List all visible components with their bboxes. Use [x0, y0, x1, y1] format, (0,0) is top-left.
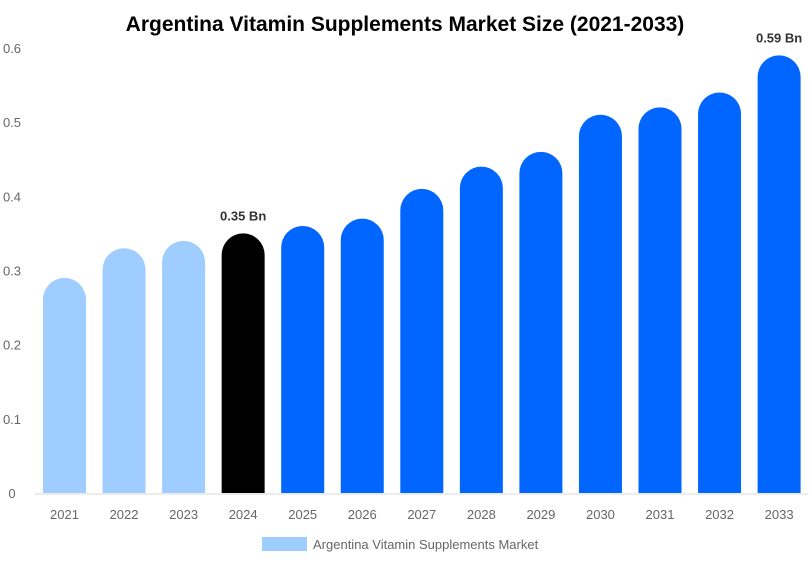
data-label: 0.59 Bn — [756, 30, 802, 45]
bar-2028[interactable] — [459, 166, 503, 493]
bar-2021[interactable] — [43, 277, 86, 493]
legend-label: Argentina Vitamin Supplements Market — [313, 537, 539, 552]
bar-2025[interactable] — [281, 226, 325, 493]
legend-swatch — [262, 537, 307, 551]
bar-2024[interactable] — [221, 233, 265, 493]
x-tick-label: 2024 — [229, 507, 258, 522]
bar-2027[interactable] — [400, 188, 444, 493]
bar-2033[interactable] — [757, 55, 801, 494]
y-tick-label: 0.5 — [3, 115, 21, 130]
y-tick-label: 0.6 — [3, 41, 21, 56]
bar-2031[interactable] — [638, 107, 682, 494]
x-tick-label: 2032 — [705, 507, 734, 522]
x-tick-label: 2023 — [169, 507, 198, 522]
bar-2030[interactable] — [578, 114, 622, 493]
y-tick-label: 0.4 — [3, 189, 21, 204]
bar-2022[interactable] — [102, 248, 146, 493]
legend[interactable]: Argentina Vitamin Supplements Market — [262, 537, 539, 552]
x-tick-label: 2031 — [646, 507, 675, 522]
x-tick-label: 2033 — [765, 507, 794, 522]
x-tick-label: 2028 — [467, 507, 496, 522]
x-tick-label: 2030 — [586, 507, 615, 522]
bar-2026[interactable] — [340, 218, 384, 493]
x-tick-label: 2025 — [288, 507, 317, 522]
x-tick-label: 2021 — [50, 507, 79, 522]
x-tick-label: 2027 — [407, 507, 436, 522]
x-tick-label: 2029 — [526, 507, 555, 522]
x-tick-label: 2022 — [110, 507, 139, 522]
bar-2029[interactable] — [519, 151, 563, 494]
x-tick-label: 2026 — [348, 507, 377, 522]
y-tick-label: 0.2 — [3, 338, 21, 353]
y-tick-label: 0.1 — [3, 412, 21, 427]
y-tick-label: 0 — [8, 486, 15, 501]
bar-2032[interactable] — [698, 92, 742, 494]
bar-2023[interactable] — [162, 240, 206, 493]
chart-title: Argentina Vitamin Supplements Market Siz… — [126, 13, 685, 36]
y-tick-label: 0.3 — [3, 264, 21, 279]
data-label: 0.35 Bn — [220, 208, 266, 223]
